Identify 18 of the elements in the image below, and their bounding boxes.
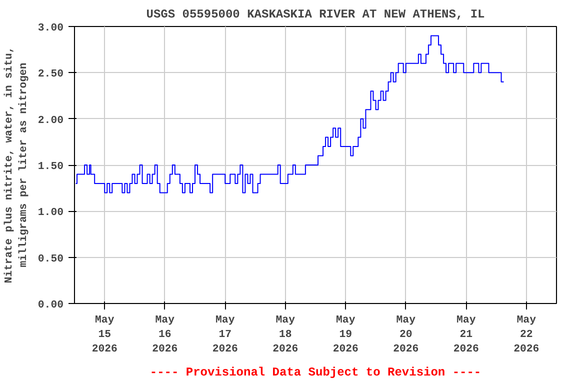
y-axis-title: Nitrate plus nitrite, water, in situ, milligrams per liter as nitrogen bbox=[4, 46, 30, 284]
x-tick-label: May 16 2026 bbox=[152, 314, 178, 356]
x-tick-label: May 15 2026 bbox=[92, 314, 118, 356]
x-tick-label: May 17 2026 bbox=[212, 314, 238, 356]
x-tick-label: May 22 2026 bbox=[514, 314, 540, 356]
y-tick-label: 3.00 bbox=[38, 22, 64, 34]
chart-title: USGS 05595000 KASKASKIA RIVER AT NEW ATHENS, IL bbox=[146, 8, 485, 22]
y-tick-label: 2.50 bbox=[38, 68, 64, 81]
x-tick-label: May 18 2026 bbox=[272, 314, 298, 356]
y-tick-label: 0.50 bbox=[38, 253, 64, 266]
y-tick-label: 0.00 bbox=[38, 300, 64, 312]
x-tick-label: May 19 2026 bbox=[332, 314, 358, 356]
y-tick-label: 2.00 bbox=[38, 114, 64, 127]
y-tick-label: 1.00 bbox=[38, 207, 64, 220]
text: ---- Provisional Data Subject to Revision ---- bbox=[150, 366, 482, 380]
y-tick-label: 1.50 bbox=[38, 161, 64, 173]
x-tick-label: May 20 2026 bbox=[393, 314, 419, 356]
x-tick-label: May 21 2026 bbox=[453, 314, 479, 356]
